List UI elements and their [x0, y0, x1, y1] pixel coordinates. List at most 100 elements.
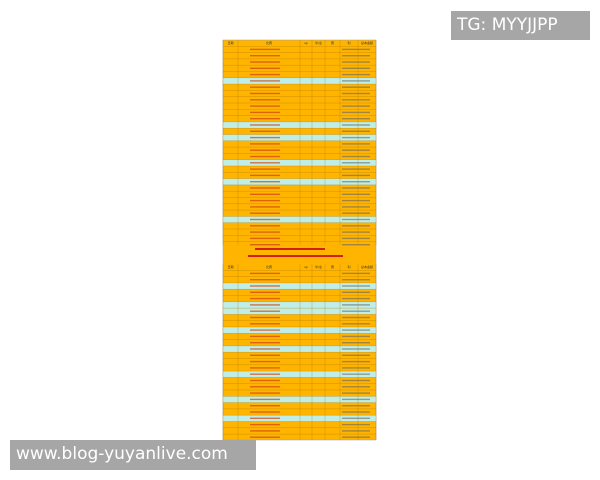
- row-text: [342, 55, 370, 57]
- row-text: [250, 392, 280, 394]
- row-text: [250, 181, 280, 183]
- row-text: [342, 373, 370, 375]
- row-text: [250, 92, 280, 95]
- row-text: [342, 279, 370, 281]
- watermark: www.blog-yuyanlive.com: [10, 440, 256, 470]
- row-highlight: [223, 282, 376, 290]
- row-text: [342, 360, 370, 363]
- row-text: [342, 162, 370, 164]
- column-header: 半/全: [315, 40, 322, 45]
- row-text: [250, 386, 280, 388]
- row-text: [342, 379, 370, 382]
- row-text: [250, 329, 280, 331]
- row-text: [342, 48, 370, 51]
- row-text: [342, 118, 370, 120]
- row-text: [342, 272, 370, 275]
- row-text: [250, 143, 280, 145]
- row-text: [342, 285, 370, 287]
- row-text: [250, 155, 280, 158]
- row-text: [250, 130, 280, 132]
- row-text: [250, 423, 280, 426]
- row-text: [250, 193, 280, 195]
- row-text: [342, 405, 370, 407]
- row-text: [250, 199, 280, 202]
- row-text: [342, 231, 370, 233]
- row-text: [342, 310, 370, 312]
- row-text: [250, 285, 280, 287]
- row-text: [342, 436, 370, 438]
- row-text: [342, 304, 370, 306]
- row-text: [250, 118, 280, 120]
- column-header: 日期: [227, 264, 233, 269]
- row-text: [250, 212, 280, 214]
- row-highlight: [223, 345, 376, 353]
- row-text: [342, 354, 370, 356]
- column-header: 总本金额: [361, 264, 373, 269]
- row-text: [250, 105, 280, 107]
- row-text: [342, 174, 370, 177]
- column-header: 半/全: [315, 264, 322, 269]
- row-text: [250, 272, 280, 275]
- row-text: [250, 304, 280, 306]
- column-header: 赛: [331, 264, 334, 269]
- row-text: [250, 67, 280, 69]
- row-text: [250, 225, 280, 227]
- row-text: [250, 80, 280, 82]
- row-text: [250, 174, 280, 177]
- row-text: [250, 411, 280, 413]
- row-highlight: [223, 159, 376, 166]
- row-text: [250, 237, 280, 240]
- row-text: [342, 67, 370, 69]
- row-text: [342, 86, 370, 88]
- row-text: [342, 111, 370, 114]
- column-header: 比赛: [266, 40, 272, 45]
- row-highlight: [223, 308, 376, 315]
- row-text: [250, 86, 280, 88]
- row-text: [342, 398, 370, 401]
- row-text: [342, 225, 370, 227]
- row-text: [342, 61, 370, 63]
- row-text: [342, 92, 370, 95]
- row-text: [250, 279, 280, 281]
- row-text: [342, 143, 370, 145]
- row-text: [342, 423, 370, 426]
- row-text: [342, 329, 370, 331]
- row-text: [250, 354, 280, 356]
- row-text: [342, 212, 370, 214]
- row-highlight: [223, 216, 376, 223]
- row-highlight: [223, 396, 376, 403]
- notice-text: [255, 248, 325, 250]
- watermark: TG: MYYJJPP: [451, 11, 590, 40]
- row-text: [250, 162, 280, 164]
- row-text: [342, 297, 370, 300]
- row-highlight: [223, 301, 376, 309]
- column-header: 总本金额: [361, 40, 373, 45]
- column-header: 利: [347, 264, 350, 269]
- row-text: [250, 342, 280, 344]
- row-text: [342, 392, 370, 394]
- row-text: [342, 323, 370, 325]
- row-text: [250, 417, 280, 419]
- row-text: [342, 386, 370, 388]
- row-text: [342, 136, 370, 139]
- row-text: [250, 373, 280, 375]
- row-text: [342, 411, 370, 413]
- row-text: [342, 187, 370, 189]
- row-text: [342, 237, 370, 240]
- row-text: [250, 149, 280, 151]
- row-text: [342, 367, 370, 369]
- row-text: [342, 149, 370, 151]
- row-highlight: [223, 371, 376, 378]
- row-text: [342, 155, 370, 158]
- column-header: 利: [347, 40, 350, 45]
- row-highlight: [223, 327, 376, 334]
- row-text: [250, 168, 280, 170]
- row-text: [342, 124, 370, 126]
- row-text: [342, 417, 370, 419]
- row-text: [250, 405, 280, 407]
- row-text: [250, 316, 280, 319]
- row-text: [250, 430, 280, 432]
- column-header: sp: [304, 265, 308, 269]
- row-text: [250, 379, 280, 382]
